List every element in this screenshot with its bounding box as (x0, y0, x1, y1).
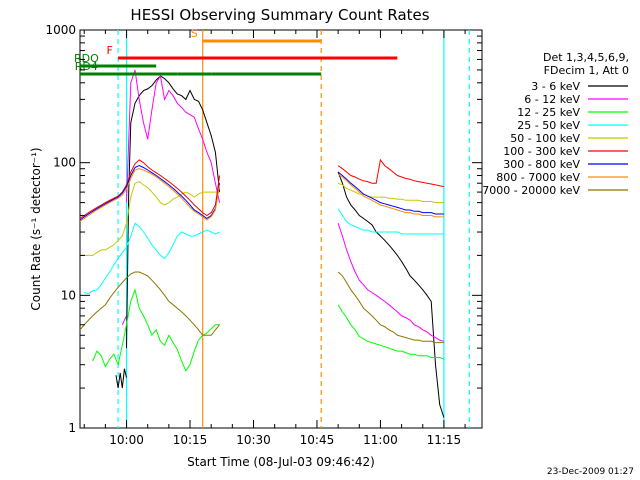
series-line-1-1 (126, 69, 221, 203)
series-line-6-0 (79, 165, 221, 221)
series-line-5-1 (337, 158, 445, 188)
series-line-2-1 (337, 304, 445, 360)
state-label-S: S (191, 27, 198, 40)
y-tick-label-1: 10 (61, 288, 76, 302)
legend-header-1: FDecim 1, Att 0 (544, 64, 629, 77)
series-line-7-1 (337, 173, 444, 218)
plot-frame (79, 29, 483, 429)
series-line-0-0 (115, 368, 127, 389)
x-tick-label-0: 10:00 (109, 433, 144, 447)
series-line-8-0 (79, 271, 220, 336)
legend-label-4: 50 - 100 keV (510, 132, 580, 145)
legend-label-8: 7000 - 20000 keV (482, 184, 580, 197)
series-line-1-0 (121, 315, 127, 326)
x-axis-label: Start Time (08-Jul-03 09:46:42) (187, 455, 375, 469)
series-line-1-2 (337, 223, 445, 342)
series-line-7-0 (79, 168, 221, 222)
series-line-4-1 (337, 182, 444, 204)
series-line-0-2 (337, 171, 445, 418)
y-tick-label-0: 1 (68, 421, 76, 435)
y-axis-ticks: 1 10 100 1000 (45, 23, 482, 435)
series-line-8-1 (337, 271, 444, 344)
markers-layer (117, 30, 470, 428)
legend: Det 1,3,4,5,6,9,FDecim 1, Att 0 3 - 6 keV… (482, 51, 629, 197)
series-line-5-0 (79, 159, 221, 219)
y-tick-label-3: 1000 (45, 23, 76, 37)
series-line-3-1 (337, 208, 444, 235)
state-label-F: F (106, 44, 112, 57)
state-label-RDO: RDO (74, 52, 99, 65)
x-tick-label-5: 11:15 (427, 433, 462, 447)
x-tick-label-3: 10:45 (300, 433, 335, 447)
state-label-RD4: RD4 (75, 60, 98, 73)
x-axis-ticks: 10:00 10:15 10:30 10:45 11:00 11:15 (83, 30, 466, 447)
footer-date: 23-Dec-2009 01:27 (547, 467, 634, 477)
x-tick-label-2: 10:30 (236, 433, 271, 447)
legend-label-0: 3 - 6 keV (531, 80, 580, 93)
series-layer (79, 69, 445, 418)
x-tick-label-1: 10:15 (173, 433, 208, 447)
legend-header-0: Det 1,3,4,5,6,9, (543, 51, 629, 64)
legend-label-7: 800 - 7000 keV (496, 171, 580, 184)
chart-title: HESSI Observing Summary Count Rates (130, 6, 429, 24)
y-tick-label-2: 100 (53, 156, 76, 170)
legend-label-5: 100 - 300 keV (503, 145, 580, 158)
series-line-2-0 (92, 288, 220, 372)
legend-label-2: 12 - 25 keV (517, 106, 580, 119)
x-tick-label-4: 11:00 (363, 433, 398, 447)
legend-label-6: 300 - 800 keV (503, 158, 580, 171)
legend-label-1: 6 - 12 keV (524, 93, 580, 106)
series-line-6-1 (337, 171, 444, 215)
series-line-4-0 (80, 181, 220, 256)
series-line-3-0 (84, 222, 220, 295)
y-axis-label: Count Rate (s⁻¹ detector⁻¹) (29, 147, 43, 310)
series-line-0-1 (126, 75, 221, 349)
legend-label-3: 25 - 50 keV (517, 119, 580, 132)
